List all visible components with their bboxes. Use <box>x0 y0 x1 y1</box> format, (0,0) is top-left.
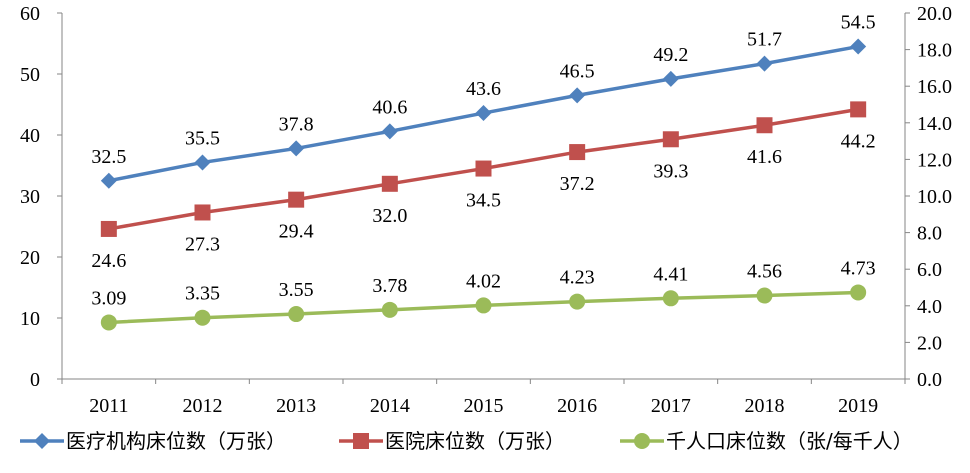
data-label: 37.2 <box>560 173 595 195</box>
data-label: 24.6 <box>91 250 126 272</box>
data-label: 40.6 <box>372 96 407 118</box>
data-label: 3.78 <box>372 275 407 297</box>
data-point <box>662 70 679 87</box>
legend-marker-icon <box>34 433 50 449</box>
data-label: 37.8 <box>279 113 314 135</box>
data-label: 32.0 <box>372 205 407 227</box>
data-point <box>381 123 398 140</box>
data-label: 32.5 <box>91 146 126 168</box>
x-tick-label: 2015 <box>464 395 504 417</box>
data-label: 3.55 <box>279 279 314 301</box>
data-label: 39.3 <box>653 160 688 182</box>
right-tick-label: 12.0 <box>917 149 952 171</box>
data-point <box>288 191 305 208</box>
right-tick-label: 18.0 <box>917 40 952 62</box>
left-tick-label: 10 <box>20 308 40 330</box>
legend-item: 医疗机构床位数（万张） <box>20 429 286 453</box>
x-tick-label: 2011 <box>89 395 128 417</box>
left-tick-label: 30 <box>20 186 40 208</box>
legend-label: 医院床位数（万张） <box>385 429 565 453</box>
data-point <box>100 314 117 331</box>
data-point <box>194 204 211 221</box>
x-tick-label: 2013 <box>276 395 316 417</box>
right-tick-label: 2.0 <box>917 332 942 354</box>
data-point <box>194 154 211 171</box>
data-point <box>756 55 773 72</box>
left-tick-label: 50 <box>20 64 40 86</box>
data-point <box>100 172 117 189</box>
data-point <box>850 284 867 301</box>
data-label: 3.09 <box>91 287 126 309</box>
data-point <box>756 287 773 304</box>
data-label: 29.4 <box>279 221 314 243</box>
data-point <box>100 220 117 237</box>
legend-label: 医疗机构床位数（万张） <box>66 429 286 453</box>
data-point <box>756 117 773 134</box>
data-label: 4.41 <box>653 263 688 285</box>
right-tick-label: 14.0 <box>917 113 952 135</box>
data-point <box>475 160 492 177</box>
legend-marker-icon <box>634 433 650 449</box>
data-point <box>569 293 586 310</box>
data-point <box>662 131 679 148</box>
data-point <box>381 175 398 192</box>
legend-label: 千人口床位数（张/每千人） <box>666 429 913 453</box>
data-point <box>194 309 211 326</box>
data-point <box>662 290 679 307</box>
data-label: 4.56 <box>747 261 782 283</box>
data-label: 51.7 <box>747 29 782 51</box>
data-point <box>475 297 492 314</box>
right-tick-label: 8.0 <box>917 223 942 245</box>
legend-item: 医院床位数（万张） <box>339 429 565 453</box>
data-point <box>569 144 586 161</box>
right-tick-label: 16.0 <box>917 76 952 98</box>
right-tick-label: 4.0 <box>917 296 942 318</box>
data-label: 54.5 <box>841 12 876 34</box>
data-label: 4.02 <box>466 270 501 292</box>
x-tick-label: 2012 <box>183 395 223 417</box>
data-label: 34.5 <box>466 190 501 212</box>
legend-item: 千人口床位数（张/每千人） <box>620 429 913 453</box>
series-3: 3.09 3.35 3.55 3.78 4.02 4.23 4.41 4.56 4.73 <box>91 257 876 331</box>
series-1: 32.5 35.5 37.8 40.6 43.6 46.5 49.2 51.7 54.5 <box>91 12 876 189</box>
data-label: 49.2 <box>653 44 688 66</box>
data-label: 3.35 <box>185 283 220 305</box>
right-tick-label: 10.0 <box>917 186 952 208</box>
data-label: 27.3 <box>185 233 220 255</box>
series-2: 24.6 27.3 29.4 32.0 34.5 37.2 39.3 41.6 44.2 <box>91 101 876 272</box>
right-tick-label: 0.0 <box>917 369 942 391</box>
x-tick-label: 2019 <box>838 395 878 417</box>
data-point <box>381 301 398 318</box>
data-point <box>850 38 867 55</box>
left-tick-label: 60 <box>20 3 40 25</box>
left-tick-label: 0 <box>30 369 40 391</box>
left-tick-label: 20 <box>20 247 40 269</box>
data-point <box>569 87 586 104</box>
data-point <box>288 306 305 323</box>
data-label: 4.73 <box>841 257 876 279</box>
data-label: 4.23 <box>560 267 595 289</box>
legend: 医疗机构床位数（万张） 医院床位数（万张） 千人口床位数（张/每千人） <box>20 429 913 453</box>
data-label: 41.6 <box>747 146 782 168</box>
data-label: 46.5 <box>560 60 595 82</box>
left-tick-label: 40 <box>20 125 40 147</box>
data-label: 44.2 <box>841 130 876 152</box>
right-tick-label: 6.0 <box>917 259 942 281</box>
x-tick-label: 2018 <box>745 395 785 417</box>
x-tick-label: 2017 <box>651 395 691 417</box>
data-label: 35.5 <box>185 127 220 149</box>
right-tick-label: 20.0 <box>917 3 952 25</box>
data-point <box>850 101 867 118</box>
legend-marker-icon <box>353 433 369 449</box>
data-point <box>475 105 492 122</box>
x-tick-label: 2016 <box>557 395 597 417</box>
data-label: 43.6 <box>466 78 501 100</box>
data-point <box>288 140 305 157</box>
x-tick-label: 2014 <box>370 395 410 417</box>
